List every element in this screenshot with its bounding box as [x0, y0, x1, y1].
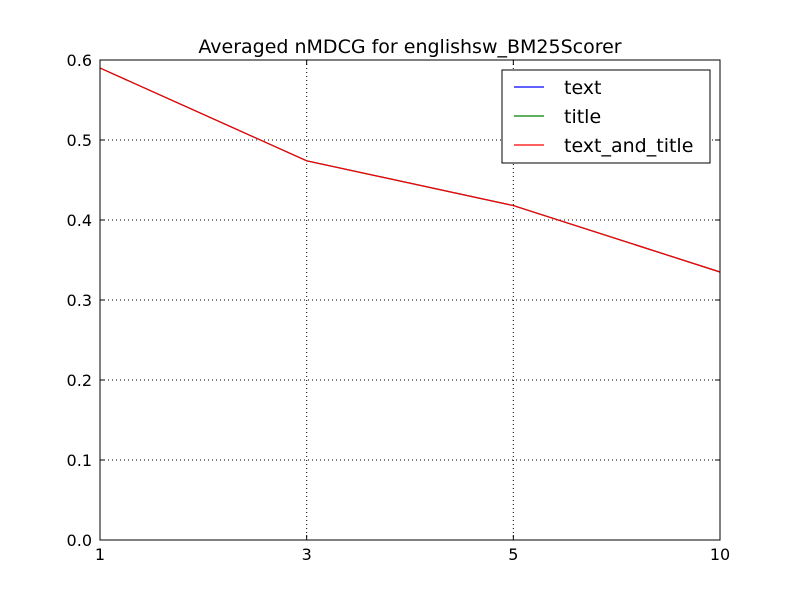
y-tick-label: 0.2	[67, 371, 92, 390]
y-tick-label: 0.3	[67, 291, 92, 310]
y-tick-label: 0.1	[67, 451, 92, 470]
series-line-text-and-title	[99, 67, 721, 273]
x-tick-label: 5	[508, 545, 518, 564]
y-tick-label: 0.0	[67, 531, 92, 550]
y-tick-label: 0.4	[67, 211, 92, 230]
y-tick-label: 0.5	[67, 131, 92, 150]
x-tick-label: 3	[302, 545, 312, 564]
legend-label: title	[564, 106, 601, 128]
legend-label: text_and_title	[564, 135, 693, 157]
x-tick-label: 10	[710, 545, 730, 564]
x-axis: 1 3 5 10	[95, 60, 730, 564]
y-axis: 0.0 0.1 0.2 0.3 0.4 0.5 0.6	[67, 51, 720, 550]
y-tick-label: 0.6	[67, 51, 92, 70]
legend-label: text	[564, 77, 602, 99]
x-tick-label: 1	[95, 545, 105, 564]
legend: text title text_and_title	[501, 69, 711, 164]
series-lines	[99, 67, 721, 273]
chart-title: Averaged nMDCG for englishsw_BM25Scorer	[198, 36, 621, 58]
